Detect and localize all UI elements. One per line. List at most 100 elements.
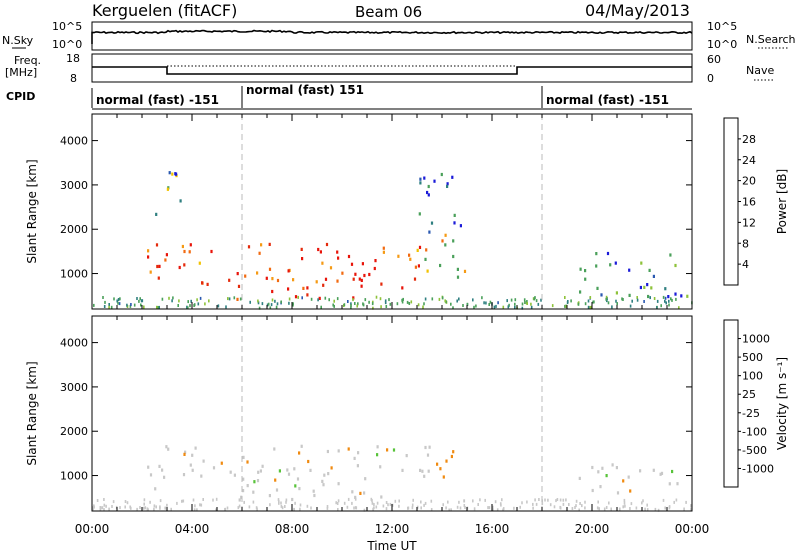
- data-cell: [198, 261, 201, 265]
- data-cell: [589, 296, 592, 299]
- data-cell: [439, 467, 442, 471]
- x-tick-label: 08:00: [275, 522, 310, 536]
- data-cell: [581, 504, 583, 508]
- data-cell: [126, 303, 128, 307]
- freq-unit-label: [MHz]: [5, 66, 37, 79]
- data-cell: [317, 298, 319, 302]
- data-cell: [172, 296, 174, 300]
- data-cell: [587, 299, 590, 303]
- data-cell: [227, 297, 229, 301]
- data-cell: [413, 277, 417, 281]
- data-cell: [287, 472, 291, 476]
- data-cell: [157, 306, 159, 309]
- data-cell: [574, 506, 576, 509]
- data-cell: [611, 305, 613, 309]
- data-cell: [555, 499, 557, 503]
- data-cell: [394, 499, 397, 503]
- data-cell: [312, 489, 315, 493]
- data-cell: [233, 473, 236, 477]
- data-cell: [259, 469, 262, 473]
- data-cell: [624, 504, 626, 508]
- data-cell: [458, 500, 460, 504]
- data-cell: [146, 507, 149, 511]
- data-cell: [510, 298, 513, 302]
- data-cell: [337, 499, 340, 503]
- data-cell: [249, 300, 251, 304]
- data-cell: [619, 507, 621, 511]
- data-cell: [463, 499, 465, 503]
- data-cell: [431, 297, 434, 301]
- data-cell: [473, 507, 476, 511]
- data-cell: [472, 298, 474, 302]
- data-cell: [424, 445, 427, 450]
- data-cell: [336, 250, 339, 254]
- data-cell: [322, 483, 325, 487]
- data-cell: [664, 287, 667, 291]
- data-cell: [410, 300, 413, 304]
- nsky-label: N.Sky: [2, 34, 34, 47]
- data-cell: [605, 297, 607, 301]
- data-cell: [458, 297, 460, 301]
- data-cell: [592, 300, 594, 304]
- data-cell: [186, 305, 188, 309]
- data-cell: [616, 302, 618, 306]
- data-cell: [346, 505, 349, 509]
- nsky-strip-frame: [91, 21, 693, 51]
- data-cell: [662, 295, 665, 299]
- colorbar-title: Power [dB]: [775, 169, 789, 234]
- data-cell: [438, 297, 441, 301]
- data-cell: [427, 184, 430, 189]
- data-cell: [646, 283, 649, 287]
- data-cell: [598, 507, 600, 511]
- data-cell: [204, 302, 206, 306]
- data-cell: [212, 466, 216, 470]
- data-cell: [521, 306, 524, 310]
- data-cell: [479, 498, 481, 502]
- data-cell: [579, 290, 582, 294]
- data-cell: [686, 294, 689, 298]
- data-cell: [201, 281, 204, 285]
- data-cell: [664, 299, 666, 303]
- data-cell: [336, 502, 339, 505]
- data-cell: [294, 501, 296, 505]
- data-cell: [368, 272, 371, 277]
- data-cell: [265, 276, 268, 280]
- data-cell: [641, 501, 643, 505]
- data-cell: [481, 296, 483, 300]
- cpid-label: CPID: [6, 90, 35, 103]
- data-cell: [99, 506, 102, 510]
- data-cell: [587, 305, 590, 309]
- data-cell: [646, 508, 649, 512]
- data-cell: [534, 498, 536, 502]
- data-cell: [601, 466, 604, 470]
- data-cell: [267, 302, 270, 306]
- data-cell: [466, 302, 469, 306]
- data-cell: [313, 493, 316, 498]
- data-cell: [136, 507, 138, 511]
- data-cell: [177, 304, 179, 307]
- data-cell: [167, 447, 170, 451]
- data-cell: [450, 302, 452, 306]
- data-cell: [187, 306, 189, 310]
- data-cell: [153, 504, 156, 508]
- data-cell: [644, 507, 646, 511]
- data-cell: [242, 477, 245, 481]
- data-cell: [622, 479, 625, 483]
- data-cell: [419, 468, 422, 472]
- data-cell: [217, 304, 220, 308]
- data-cell: [356, 464, 359, 468]
- data-cell: [187, 300, 189, 304]
- data-cell: [450, 454, 453, 459]
- data-cell: [445, 459, 448, 463]
- y-axis-title: Slant Range [km]: [25, 361, 39, 465]
- data-cell: [628, 268, 631, 272]
- data-cell: [156, 305, 158, 309]
- data-cell: [423, 474, 426, 478]
- data-cell: [143, 502, 145, 506]
- data-cell: [237, 284, 241, 288]
- data-cell: [459, 506, 462, 510]
- data-cell: [337, 256, 340, 260]
- data-cell: [281, 506, 284, 510]
- data-cell: [350, 304, 352, 307]
- data-cell: [353, 506, 355, 510]
